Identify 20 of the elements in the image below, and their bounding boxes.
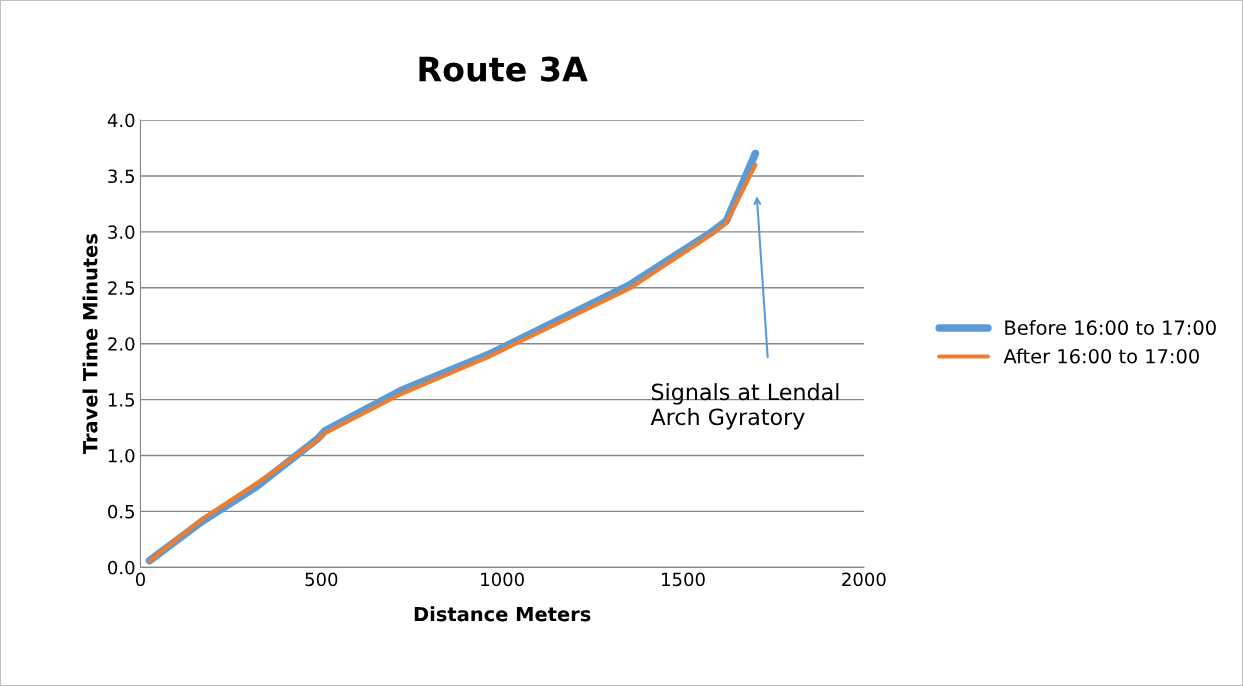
y-tick-label: 0.5 [108,504,135,519]
x-tick-label: 0 [135,572,145,587]
y-axis-title: Travel Time Minutes [82,234,98,455]
y-tick-label: 1.5 [108,393,135,407]
chart-title: Route 3A [419,56,588,82]
x-tick-label: 1000 [481,572,524,587]
y-tick-label: 1.0 [108,448,135,463]
x-tick-label: 500 [305,572,338,587]
y-tick-label: 3.0 [108,225,135,239]
x-tick-label: 2000 [842,572,886,587]
y-tick-label: 3.5 [108,169,135,184]
legend-label: Before 16:00 to 17:00 [1005,320,1216,336]
x-tick-label: 1500 [662,572,705,587]
annotation: Signals at Lendal Arch Gyratory [650,383,839,430]
y-tick-label: 2.0 [108,337,135,351]
y-tick-label: 0.0 [108,560,135,575]
y-tick-label: 4.0 [107,113,135,128]
y-tick-label: 2.5 [108,281,135,295]
x-axis-title: Distance Meters [414,606,591,622]
legend-label: After 16:00 to 17:00 [1003,348,1199,364]
